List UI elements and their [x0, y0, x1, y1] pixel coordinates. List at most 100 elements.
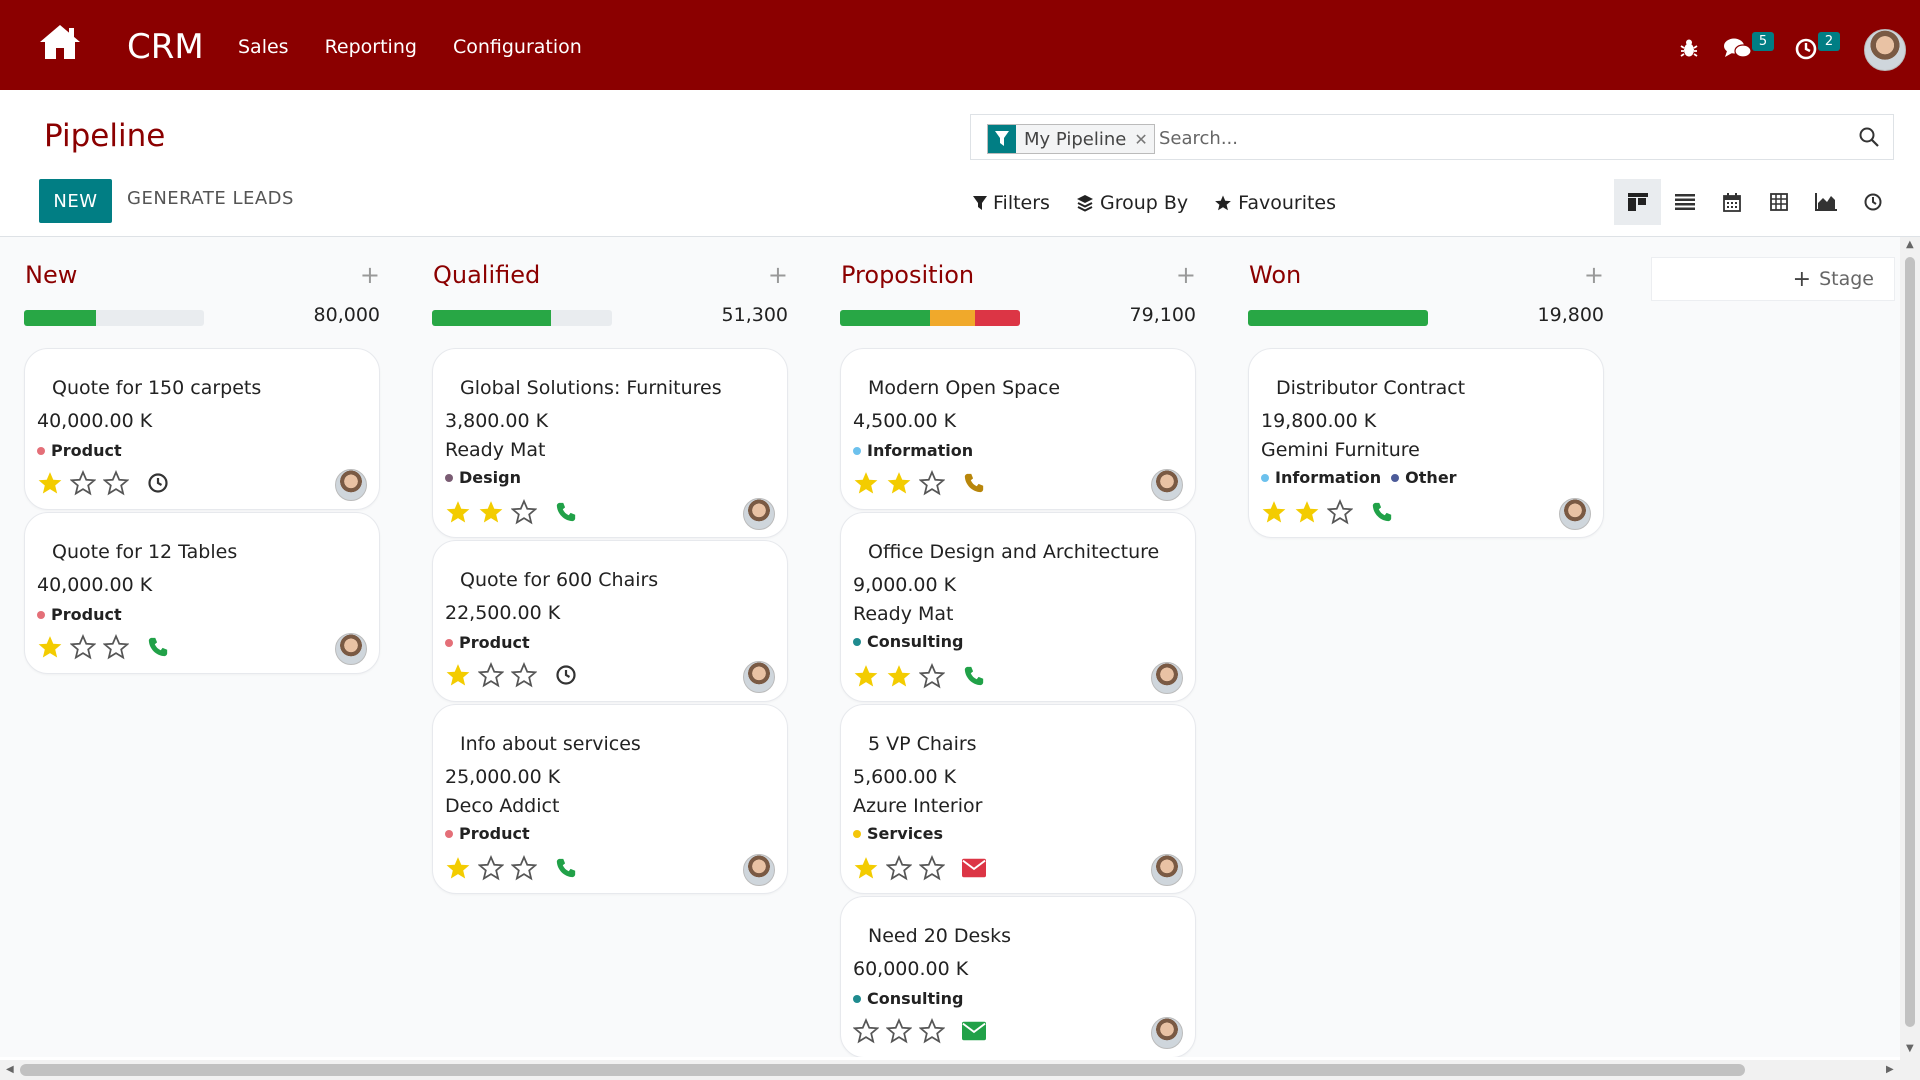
- menu-sales[interactable]: Sales: [238, 36, 289, 58]
- column-progress-bar[interactable]: [840, 310, 1020, 326]
- column-title[interactable]: Qualified: [433, 261, 541, 289]
- quick-create-plus-icon[interactable]: +: [767, 261, 788, 289]
- quick-create-plus-icon[interactable]: +: [359, 261, 380, 289]
- salesperson-avatar[interactable]: [1559, 498, 1591, 530]
- graph-view-button[interactable]: [1802, 179, 1849, 225]
- progress-segment[interactable]: [1248, 310, 1428, 326]
- home-icon[interactable]: [38, 22, 82, 62]
- activities-clock-icon[interactable]: [1795, 38, 1817, 60]
- horizontal-scroll-thumb[interactable]: [20, 1064, 1745, 1076]
- activity-button[interactable]: [962, 664, 986, 688]
- column-progress-bar[interactable]: [1248, 310, 1428, 326]
- favourites-toggle[interactable]: Favourites: [1214, 192, 1336, 214]
- app-name[interactable]: CRM: [127, 27, 204, 67]
- kanban-card[interactable]: Quote for 150 carpets 40,000.00 K Product: [24, 348, 380, 510]
- star-filled-icon[interactable]: [37, 634, 63, 660]
- salesperson-avatar[interactable]: [335, 469, 367, 501]
- star-filled-icon[interactable]: [853, 855, 879, 881]
- column-title[interactable]: New: [25, 261, 78, 289]
- star-empty-icon[interactable]: [511, 662, 537, 688]
- add-stage-button[interactable]: + Stage: [1651, 257, 1895, 301]
- kanban-card[interactable]: Distributor Contract 19,800.00 K Gemini Fu…: [1248, 348, 1604, 538]
- page-title[interactable]: Pipeline: [44, 118, 166, 154]
- star-empty-icon[interactable]: [103, 634, 129, 660]
- scroll-down-icon[interactable]: ▼: [1906, 1043, 1914, 1054]
- column-title[interactable]: Won: [1249, 261, 1302, 289]
- search-icon[interactable]: [1859, 127, 1879, 147]
- scroll-up-icon[interactable]: ▲: [1906, 239, 1914, 250]
- menu-reporting[interactable]: Reporting: [324, 36, 417, 58]
- user-avatar[interactable]: [1864, 29, 1906, 71]
- star-empty-icon[interactable]: [1327, 499, 1353, 525]
- kanban-card[interactable]: Quote for 600 Chairs 22,500.00 K Product: [432, 540, 788, 702]
- salesperson-avatar[interactable]: [1151, 469, 1183, 501]
- generate-leads-button[interactable]: GENERATE LEADS: [127, 188, 294, 209]
- kanban-card[interactable]: Modern Open Space 4,500.00 K Information: [840, 348, 1196, 510]
- quick-create-plus-icon[interactable]: +: [1583, 261, 1604, 289]
- star-filled-icon[interactable]: [478, 499, 504, 525]
- salesperson-avatar[interactable]: [743, 661, 775, 693]
- vertical-scrollbar[interactable]: ▲ ▼: [1900, 237, 1920, 1060]
- star-filled-icon[interactable]: [445, 855, 471, 881]
- calendar-view-button[interactable]: [1708, 179, 1755, 225]
- star-empty-icon[interactable]: [919, 1018, 945, 1044]
- kanban-card[interactable]: 5 VP Chairs 5,600.00 K Azure Interior Servi…: [840, 704, 1196, 894]
- activity-button[interactable]: [1370, 500, 1394, 524]
- salesperson-avatar[interactable]: [743, 498, 775, 530]
- scroll-right-icon[interactable]: ▶: [1886, 1064, 1894, 1075]
- bug-icon[interactable]: [1680, 38, 1698, 58]
- star-empty-icon[interactable]: [919, 663, 945, 689]
- column-progress-bar[interactable]: [24, 310, 204, 326]
- star-filled-icon[interactable]: [853, 663, 879, 689]
- progress-segment[interactable]: [975, 310, 1020, 326]
- quick-create-plus-icon[interactable]: +: [1175, 261, 1196, 289]
- star-empty-icon[interactable]: [70, 634, 96, 660]
- kanban-card[interactable]: Quote for 12 Tables 40,000.00 K Product: [24, 512, 380, 674]
- salesperson-avatar[interactable]: [1151, 662, 1183, 694]
- activity-button[interactable]: [962, 1019, 986, 1043]
- star-empty-icon[interactable]: [886, 855, 912, 881]
- star-empty-icon[interactable]: [511, 855, 537, 881]
- star-empty-icon[interactable]: [919, 470, 945, 496]
- kanban-card[interactable]: Need 20 Desks 60,000.00 K Consulting: [840, 896, 1196, 1057]
- activity-button[interactable]: [554, 856, 578, 880]
- salesperson-avatar[interactable]: [1151, 854, 1183, 886]
- messages-icon[interactable]: [1724, 38, 1752, 60]
- activity-button[interactable]: [962, 471, 986, 495]
- star-empty-icon[interactable]: [511, 499, 537, 525]
- salesperson-avatar[interactable]: [335, 633, 367, 665]
- search-input[interactable]: [1157, 123, 1821, 153]
- activity-button[interactable]: [554, 663, 578, 687]
- star-empty-icon[interactable]: [919, 855, 945, 881]
- activity-view-button[interactable]: [1849, 179, 1896, 225]
- kanban-card[interactable]: Global Solutions: Furnitures 3,800.00 K Re…: [432, 348, 788, 538]
- star-filled-icon[interactable]: [886, 663, 912, 689]
- kanban-card[interactable]: Info about services 25,000.00 K Deco Addic…: [432, 704, 788, 894]
- salesperson-avatar[interactable]: [1151, 1017, 1183, 1049]
- star-filled-icon[interactable]: [37, 470, 63, 496]
- star-empty-icon[interactable]: [70, 470, 96, 496]
- star-filled-icon[interactable]: [1294, 499, 1320, 525]
- activity-button[interactable]: [146, 635, 170, 659]
- facet-remove-icon[interactable]: ✕: [1134, 129, 1148, 149]
- column-progress-bar[interactable]: [432, 310, 612, 326]
- star-filled-icon[interactable]: [1261, 499, 1287, 525]
- star-filled-icon[interactable]: [445, 499, 471, 525]
- kanban-view-button[interactable]: [1614, 179, 1661, 225]
- activity-button[interactable]: [554, 500, 578, 524]
- menu-configuration[interactable]: Configuration: [452, 36, 582, 58]
- new-button[interactable]: NEW: [39, 179, 112, 223]
- column-title[interactable]: Proposition: [841, 261, 975, 289]
- star-filled-icon[interactable]: [445, 662, 471, 688]
- progress-segment[interactable]: [930, 310, 975, 326]
- list-view-button[interactable]: [1661, 179, 1708, 225]
- activity-button[interactable]: [146, 471, 170, 495]
- pivot-view-button[interactable]: [1755, 179, 1802, 225]
- star-empty-icon[interactable]: [103, 470, 129, 496]
- horizontal-scrollbar[interactable]: ◀ ▶: [0, 1060, 1920, 1080]
- scroll-left-icon[interactable]: ◀: [6, 1064, 14, 1075]
- kanban-card[interactable]: Office Design and Architecture 9,000.00 K…: [840, 512, 1196, 702]
- star-empty-icon[interactable]: [886, 1018, 912, 1044]
- star-empty-icon[interactable]: [478, 855, 504, 881]
- progress-segment[interactable]: [24, 310, 96, 326]
